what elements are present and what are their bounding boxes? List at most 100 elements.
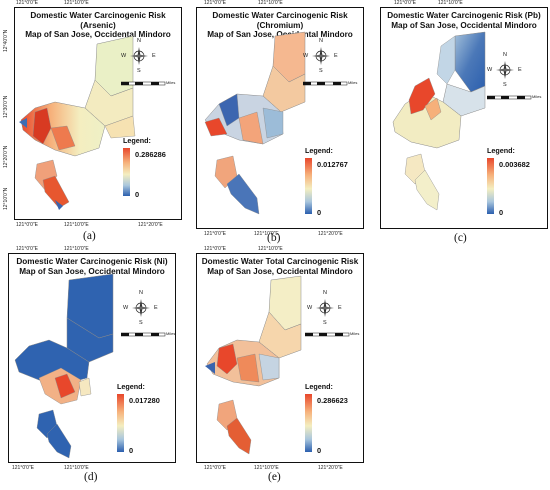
lon-tick-bottom: 121°20'0"E [318, 231, 343, 237]
scale-bar [487, 95, 532, 100]
lat-tick: 12°10'0"N [3, 187, 9, 210]
legend-min-value: 0 [135, 190, 140, 199]
map-frame: Domestic Water Carcinogenic Risk (Pb) Ma… [380, 7, 548, 229]
panel-pb: 121°0'0"E 121°10'0"E Domestic Water Carc… [368, 0, 550, 250]
scale-bar [303, 81, 348, 86]
scale-bar [305, 332, 350, 337]
map-frame: Domestic Water Carcinogenic Risk (Arseni… [14, 7, 182, 220]
legend-title: Legend: [305, 382, 333, 391]
north-arrow-compass [316, 299, 334, 317]
lon-tick-bottom: 121°20'0"E [138, 222, 163, 228]
lon-tick-bottom: 121°0'0"E [16, 222, 38, 228]
legend: Legend: 0.003682 0 [487, 146, 545, 226]
lon-tick-bottom: 121°10'0"E [254, 231, 279, 237]
north-arrow-compass [132, 299, 150, 317]
legend-color-ramp [305, 158, 312, 214]
choropleth-map [14, 273, 114, 459]
lon-tick-top: 121°0'0"E [16, 0, 38, 6]
legend-max-value: 0.017280 [129, 396, 160, 405]
map-title: Domestic Water Carcinogenic Risk (Pb) Ma… [387, 11, 541, 30]
legend-max-value: 0.003682 [499, 160, 530, 169]
caption-e: (e) [268, 471, 281, 483]
legend-title: Legend: [123, 136, 151, 145]
caption-c: (c) [454, 232, 467, 244]
compass-e-label: E [518, 67, 522, 73]
lon-tick-top: 121°10'0"E [64, 0, 89, 6]
legend: Legend: 0.017280 0 [117, 382, 175, 462]
legend-max-value: 0.286623 [317, 396, 348, 405]
choropleth-map [392, 31, 486, 211]
compass-n-label: N [503, 52, 507, 58]
legend-min-value: 0 [317, 208, 322, 217]
choropleth-map [205, 275, 302, 455]
compass-s-label: S [139, 320, 143, 326]
scale-bar [121, 81, 166, 86]
legend-min-value: 0 [129, 446, 134, 455]
lon-tick-top: 121°10'0"E [64, 246, 89, 252]
compass-n-label: N [323, 290, 327, 296]
choropleth-map [19, 35, 136, 210]
scale-unit: Miles [166, 331, 176, 336]
legend-title: Legend: [487, 146, 515, 155]
legend-title: Legend: [117, 382, 145, 391]
lon-tick-bottom: 121°10'0"E [64, 222, 89, 228]
north-arrow-compass [312, 47, 330, 65]
map-title: Domestic Water Total Carcinogenic Risk M… [201, 257, 359, 276]
lon-tick-bottom: 121°0'0"E [204, 231, 226, 237]
map-frame: Domestic Water Carcinogenic Risk (Chromi… [196, 7, 364, 229]
legend-max-value: 0.012767 [317, 160, 348, 169]
compass-e-label: E [334, 53, 338, 59]
legend: Legend: 0.012767 0 [305, 146, 361, 226]
compass-n-label: N [139, 290, 143, 296]
compass-e-label: E [338, 305, 342, 311]
lat-tick: 12°30'0"N [3, 95, 9, 118]
lon-tick-bottom: 121°0'0"E [204, 465, 226, 471]
map-frame: Domestic Water Carcinogenic Risk (Ni) Ma… [8, 253, 176, 463]
compass-w-label: W [307, 305, 313, 311]
compass-s-label: S [503, 82, 507, 88]
legend-title: Legend: [305, 146, 333, 155]
north-arrow-compass [496, 61, 514, 79]
compass-n-label: N [319, 38, 323, 44]
compass-w-label: W [123, 305, 129, 311]
caption-a: (a) [83, 230, 96, 242]
lon-tick-bottom: 121°0'0"E [12, 465, 34, 471]
lon-tick-top: 121°0'0"E [16, 246, 38, 252]
caption-d: (d) [84, 471, 98, 483]
compass-e-label: E [152, 53, 156, 59]
map-title: Domestic Water Carcinogenic Risk (Arseni… [25, 11, 171, 40]
north-arrow-compass [130, 47, 148, 65]
lon-tick-top: 121°10'0"E [258, 0, 283, 6]
legend-color-ramp [123, 148, 130, 196]
map-title: Domestic Water Carcinogenic Risk (Ni) Ma… [16, 257, 168, 276]
lat-tick: 12°40'0"N [3, 29, 9, 52]
compass-s-label: S [323, 320, 327, 326]
lon-tick-top: 121°0'0"E [204, 246, 226, 252]
compass-e-label: E [154, 305, 158, 311]
compass-s-label: S [319, 68, 323, 74]
lon-tick-top: 121°0'0"E [394, 0, 416, 6]
compass-n-label: N [137, 38, 141, 44]
scale-unit: Miles [532, 94, 542, 99]
compass-w-label: W [121, 53, 127, 59]
lat-tick: 12°20'0"N [3, 145, 9, 168]
map-frame: Domestic Water Total Carcinogenic Risk M… [196, 253, 364, 463]
compass-s-label: S [137, 68, 141, 74]
legend-color-ramp [487, 158, 494, 214]
lon-tick-top: 121°10'0"E [258, 246, 283, 252]
compass-w-label: W [303, 53, 309, 59]
compass-w-label: W [487, 67, 493, 73]
legend-min-value: 0 [317, 446, 322, 455]
legend-min-value: 0 [499, 208, 504, 217]
legend-color-ramp [305, 394, 312, 452]
legend-max-value: 0.286286 [135, 150, 166, 159]
lon-tick-top: 121°0'0"E [204, 0, 226, 6]
caption-b: (b) [267, 232, 281, 244]
lon-tick-bottom: 121°10'0"E [254, 465, 279, 471]
scale-unit: Miles [166, 80, 176, 85]
panel-arsenic: 121°0'0"E 121°10'0"E 12°40'0"N 12°30'0"N… [0, 0, 190, 250]
scale-unit: Miles [350, 331, 360, 336]
choropleth-map [204, 31, 306, 215]
legend: Legend: 0.286623 0 [305, 382, 363, 462]
scale-unit: Miles [348, 80, 358, 85]
